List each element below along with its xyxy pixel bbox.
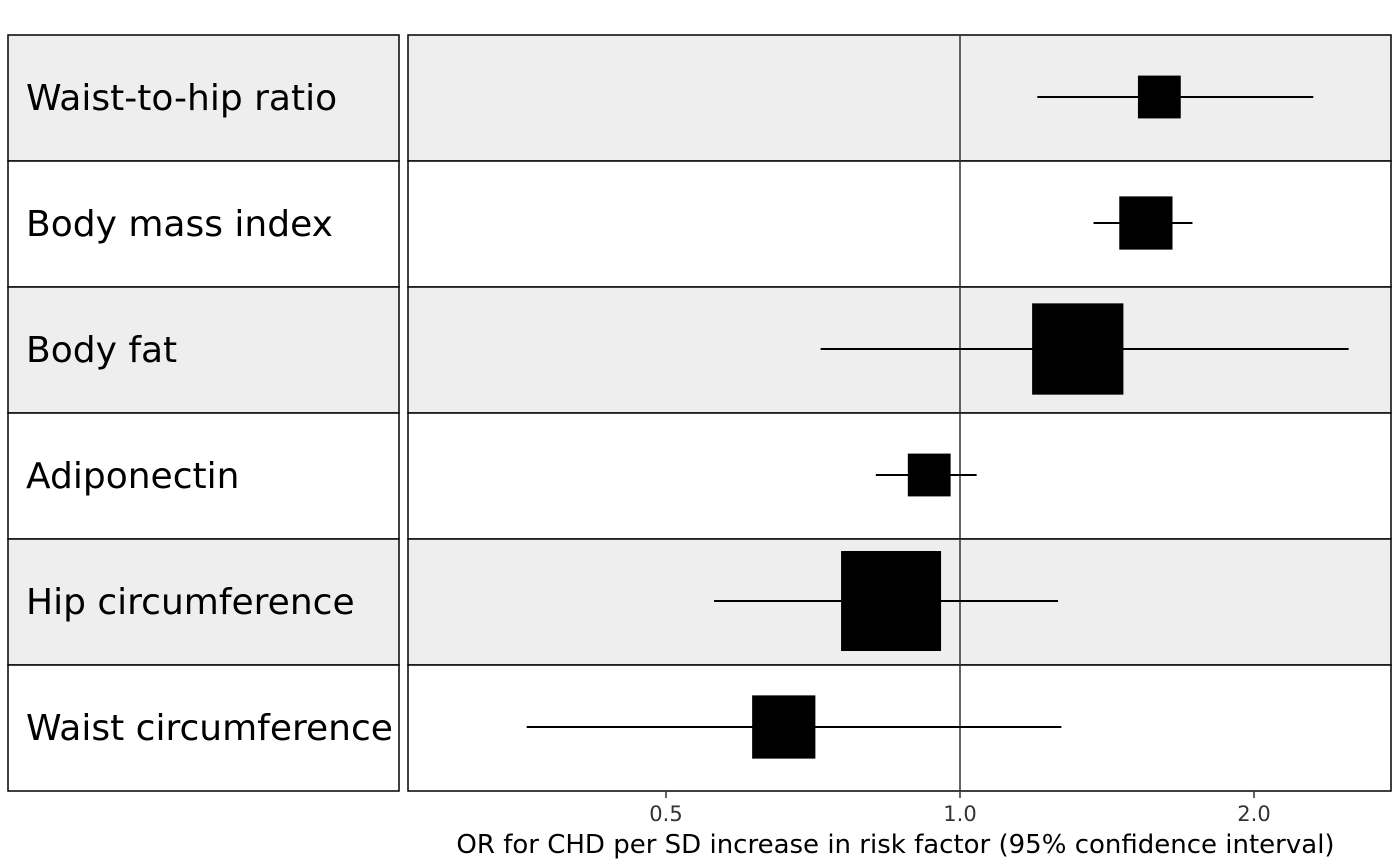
row-label: Waist circumference	[26, 708, 393, 749]
x-tick-label: 2.0	[1237, 802, 1270, 826]
label-cell	[7, 538, 400, 666]
label-cell	[7, 160, 400, 288]
row-label: Body mass index	[26, 204, 333, 245]
row-label: Waist-to-hip ratio	[26, 78, 337, 119]
point-estimate	[841, 551, 942, 651]
point-estimate	[1032, 303, 1124, 395]
point-estimate	[752, 695, 816, 759]
point-estimate	[1137, 75, 1181, 119]
point-estimate	[1119, 196, 1173, 250]
row-label: Hip circumference	[26, 582, 355, 623]
x-axis-title: OR for CHD per SD increase in risk facto…	[456, 830, 1334, 860]
label-cell	[7, 412, 400, 540]
row-label: Adiponectin	[26, 456, 239, 497]
row-label: Body fat	[26, 330, 177, 371]
label-cell	[7, 286, 400, 414]
label-cell	[7, 664, 400, 792]
label-cell	[7, 34, 400, 162]
plot-row-background	[407, 160, 1392, 288]
x-tick-label: 0.5	[649, 802, 682, 826]
x-tick-label: 1.0	[943, 802, 976, 826]
point-estimate	[907, 453, 951, 497]
